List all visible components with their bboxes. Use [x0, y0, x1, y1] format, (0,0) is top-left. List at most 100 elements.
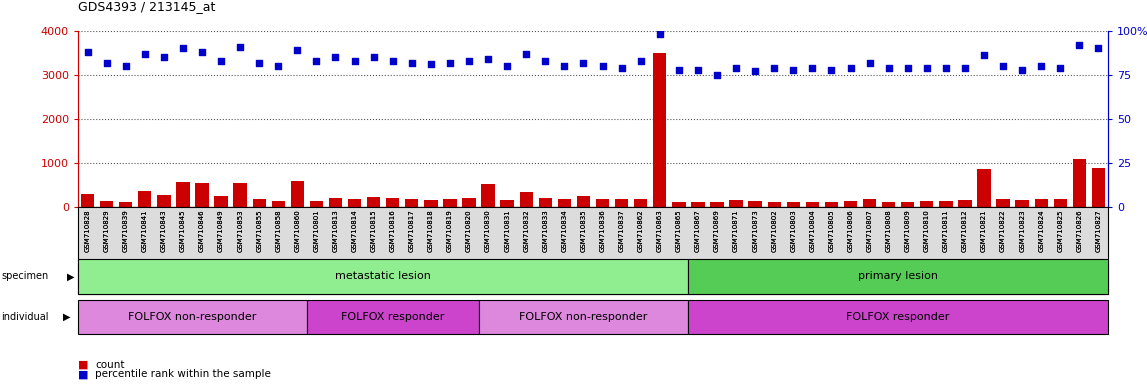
Point — [422, 61, 440, 67]
Bar — [1015, 200, 1029, 207]
Point — [270, 63, 288, 69]
Text: GSM710811: GSM710811 — [943, 209, 949, 252]
Point — [670, 66, 688, 73]
Point — [955, 65, 974, 71]
Text: GSM710865: GSM710865 — [676, 209, 681, 252]
Text: GSM710855: GSM710855 — [256, 209, 263, 252]
Point — [688, 66, 707, 73]
Text: GSM710814: GSM710814 — [352, 209, 358, 252]
Text: GSM710828: GSM710828 — [85, 209, 91, 252]
Text: GSM710849: GSM710849 — [218, 209, 224, 252]
Text: GSM710835: GSM710835 — [580, 209, 586, 252]
Bar — [157, 195, 171, 207]
Point — [135, 51, 154, 57]
Text: GSM710841: GSM710841 — [142, 209, 148, 252]
Point — [288, 47, 306, 53]
Bar — [729, 200, 743, 207]
Point — [517, 51, 536, 57]
Text: GSM710830: GSM710830 — [485, 209, 491, 252]
Text: GSM710860: GSM710860 — [295, 209, 301, 252]
Text: metastatic lesion: metastatic lesion — [335, 271, 431, 281]
Point — [785, 66, 803, 73]
Text: GSM710804: GSM710804 — [810, 209, 816, 252]
Bar — [290, 181, 304, 207]
Point — [498, 63, 516, 69]
Text: GSM710837: GSM710837 — [618, 209, 625, 252]
Bar — [443, 199, 457, 207]
Bar — [634, 199, 647, 207]
Text: GSM710862: GSM710862 — [638, 209, 643, 252]
Point — [365, 54, 383, 60]
Point — [860, 60, 879, 66]
Point — [975, 52, 993, 58]
Text: GSM710860: GSM710860 — [295, 209, 301, 252]
Bar — [177, 182, 189, 207]
Text: GSM710845: GSM710845 — [180, 209, 186, 252]
Text: GSM710802: GSM710802 — [771, 209, 778, 252]
Point — [479, 56, 498, 62]
Bar — [615, 199, 629, 207]
Text: GSM710863: GSM710863 — [657, 209, 663, 252]
Text: GSM710803: GSM710803 — [790, 209, 796, 252]
Bar — [863, 199, 876, 207]
Text: GSM710819: GSM710819 — [447, 209, 453, 252]
Bar — [557, 199, 571, 207]
Text: GSM710871: GSM710871 — [733, 209, 739, 252]
Text: GSM710834: GSM710834 — [561, 209, 568, 252]
Text: GSM710816: GSM710816 — [390, 209, 396, 252]
Text: GSM710820: GSM710820 — [466, 209, 473, 252]
Text: GSM710826: GSM710826 — [1076, 209, 1083, 252]
Text: GSM710824: GSM710824 — [1038, 209, 1044, 252]
Text: GSM710863: GSM710863 — [657, 209, 663, 252]
Text: GSM710801: GSM710801 — [313, 209, 319, 252]
Text: GSM710819: GSM710819 — [447, 209, 453, 252]
Text: GSM710831: GSM710831 — [505, 209, 510, 252]
Point — [193, 49, 211, 55]
Text: GSM710826: GSM710826 — [1076, 209, 1083, 252]
Bar — [710, 202, 724, 207]
Text: GSM710816: GSM710816 — [390, 209, 396, 252]
Point — [708, 72, 726, 78]
Point — [1032, 63, 1051, 69]
Point — [440, 60, 459, 66]
Bar — [672, 202, 686, 207]
Text: GSM710823: GSM710823 — [1020, 209, 1025, 252]
Point — [403, 60, 421, 66]
Text: primary lesion: primary lesion — [858, 271, 938, 281]
Text: ▶: ▶ — [63, 312, 71, 322]
Text: GSM710833: GSM710833 — [543, 209, 548, 252]
Bar — [939, 201, 952, 207]
Bar — [787, 202, 799, 207]
Bar — [595, 199, 609, 207]
Point — [345, 58, 364, 64]
Text: GSM710824: GSM710824 — [1038, 209, 1044, 252]
Bar — [272, 201, 284, 207]
Text: GSM710871: GSM710871 — [733, 209, 739, 252]
Text: ■: ■ — [78, 369, 88, 379]
Bar — [348, 199, 361, 207]
Text: GSM710823: GSM710823 — [1020, 209, 1025, 252]
Text: GSM710833: GSM710833 — [543, 209, 548, 252]
Text: GSM710820: GSM710820 — [466, 209, 473, 252]
Bar — [1054, 199, 1067, 207]
Text: GSM710809: GSM710809 — [905, 209, 911, 252]
Text: GSM710837: GSM710837 — [618, 209, 625, 252]
Bar — [920, 201, 934, 207]
Point — [803, 65, 821, 71]
Text: GSM710843: GSM710843 — [161, 209, 166, 252]
Text: GSM710822: GSM710822 — [1000, 209, 1006, 252]
Text: GSM710804: GSM710804 — [810, 209, 816, 252]
Point — [1070, 42, 1089, 48]
Text: GSM710827: GSM710827 — [1095, 209, 1101, 252]
Bar — [329, 198, 342, 207]
Text: GSM710818: GSM710818 — [428, 209, 434, 252]
Point — [650, 31, 669, 37]
Text: GSM710808: GSM710808 — [885, 209, 891, 252]
Point — [822, 66, 841, 73]
Bar — [577, 196, 591, 207]
Point — [994, 63, 1013, 69]
Bar — [252, 199, 266, 207]
Point — [155, 54, 173, 60]
Bar — [500, 200, 514, 207]
Point — [880, 65, 898, 71]
